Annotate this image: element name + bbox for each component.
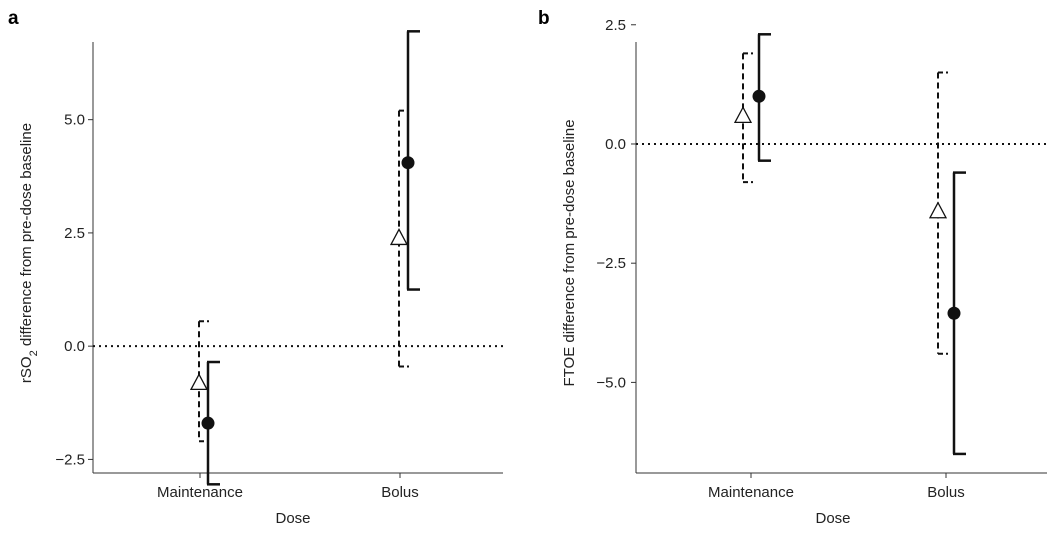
data-point-circle	[752, 89, 766, 103]
panel-a: a −2.5 0.0 2.5 5.0 Maintenance Bolus Dose rSO2 d…	[8, 8, 503, 527]
panel-label: b	[538, 8, 550, 29]
x-axis-title: Dose	[275, 510, 310, 527]
y-axis-title: FTOE difference from pre-dose baseline	[561, 119, 578, 386]
y-tick-label: −2.5	[55, 451, 85, 468]
panel-label: a	[8, 8, 19, 29]
data-point-triangle	[928, 201, 948, 219]
y-tick-label: −5.0	[596, 374, 626, 391]
data-point-triangle	[189, 373, 209, 391]
x-tick-label: Bolus	[381, 484, 419, 501]
y-tick-label: 0.0	[64, 338, 85, 355]
panel-b: b −5.0 −2.5 0.0 2.5 Maintenance Bolus Dose FTOE …	[538, 8, 1047, 527]
x-tick-label: Bolus	[927, 484, 965, 501]
data-point-circle	[947, 306, 961, 320]
data-point-circle	[201, 416, 215, 430]
data-point-triangle	[733, 105, 753, 124]
y-tick-label: 2.5	[64, 225, 85, 242]
data-point-triangle	[389, 228, 409, 246]
x-tick-label: Maintenance	[157, 484, 243, 501]
y-axis-title: rSO2 difference from pre-dose baseline	[18, 123, 40, 383]
x-tick-label: Maintenance	[708, 484, 794, 501]
y-tick-label: −2.5	[596, 255, 626, 272]
y-tick-label: 5.0	[64, 112, 85, 129]
y-tick-label: 0.0	[605, 136, 626, 153]
y-tick-label: 2.5	[605, 17, 626, 34]
x-axis-title: Dose	[815, 510, 850, 527]
data-point-circle	[401, 156, 415, 170]
